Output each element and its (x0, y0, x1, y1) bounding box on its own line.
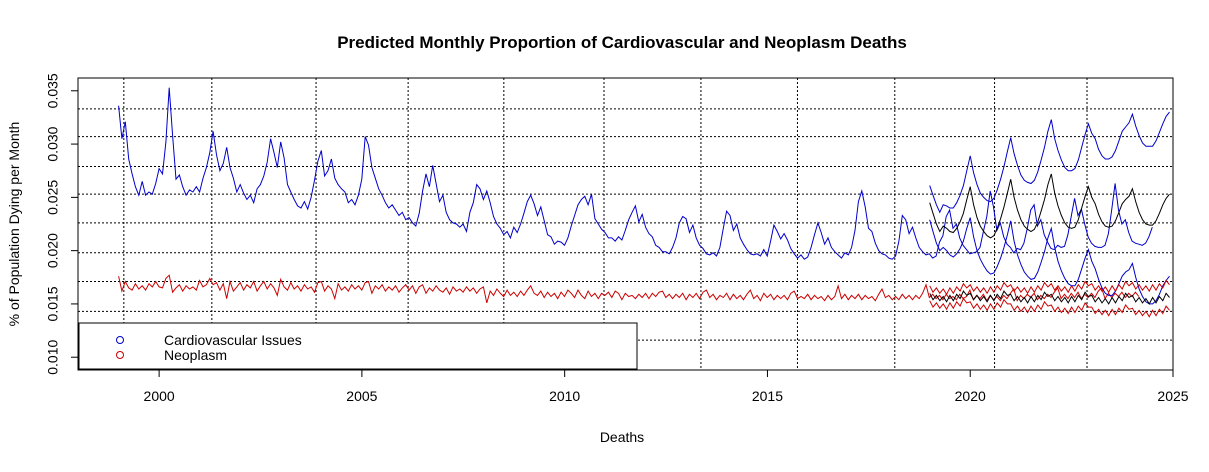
series-layer (118, 87, 1170, 318)
x-tick-label-5: 2025 (1157, 388, 1188, 404)
legend-label-neoplasm: Neoplasm (164, 347, 227, 363)
series-line-2 (929, 173, 1170, 239)
y-axis-label: % of Population Dying per Month (6, 122, 22, 327)
y-tick-label-3: 0.025 (45, 180, 61, 215)
series-line-6 (929, 297, 1170, 318)
y-tick-label-2: 0.020 (45, 233, 61, 268)
legend: Cardiovascular Issues Neoplasm (78, 322, 638, 370)
x-tick-label-0: 2000 (144, 388, 175, 404)
series-line-7 (929, 279, 1170, 296)
y-axis: 0.010 0.015 0.020 0.025 0.030 0.035 (45, 73, 79, 375)
series-line-1 (118, 274, 1140, 304)
series-line-3 (929, 217, 1170, 305)
y-tick-label-1: 0.015 (45, 286, 61, 321)
y-tick-label-5: 0.035 (45, 73, 61, 108)
legend-marker-neoplasm (116, 351, 124, 359)
x-tick-label-2: 2010 (549, 388, 580, 404)
chart-title: Predicted Monthly Proportion of Cardiova… (337, 33, 907, 52)
y-tick-label-0: 0.010 (45, 339, 61, 374)
x-tick-label-1: 2005 (346, 388, 377, 404)
series-line-5 (929, 290, 1170, 305)
legend-box (78, 322, 638, 370)
y-tick-label-4: 0.030 (45, 126, 61, 161)
x-axis: 2000 2005 2010 2015 2020 2025 (144, 369, 1189, 404)
legend-label-cardiovascular: Cardiovascular Issues (164, 332, 302, 348)
legend-marker-cardiovascular (116, 336, 124, 344)
x-tick-label-4: 2020 (955, 388, 986, 404)
x-axis-label: Deaths (600, 429, 644, 445)
series-line-0 (118, 87, 1153, 260)
x-tick-label-3: 2015 (752, 388, 783, 404)
series-line-4 (929, 111, 1170, 214)
